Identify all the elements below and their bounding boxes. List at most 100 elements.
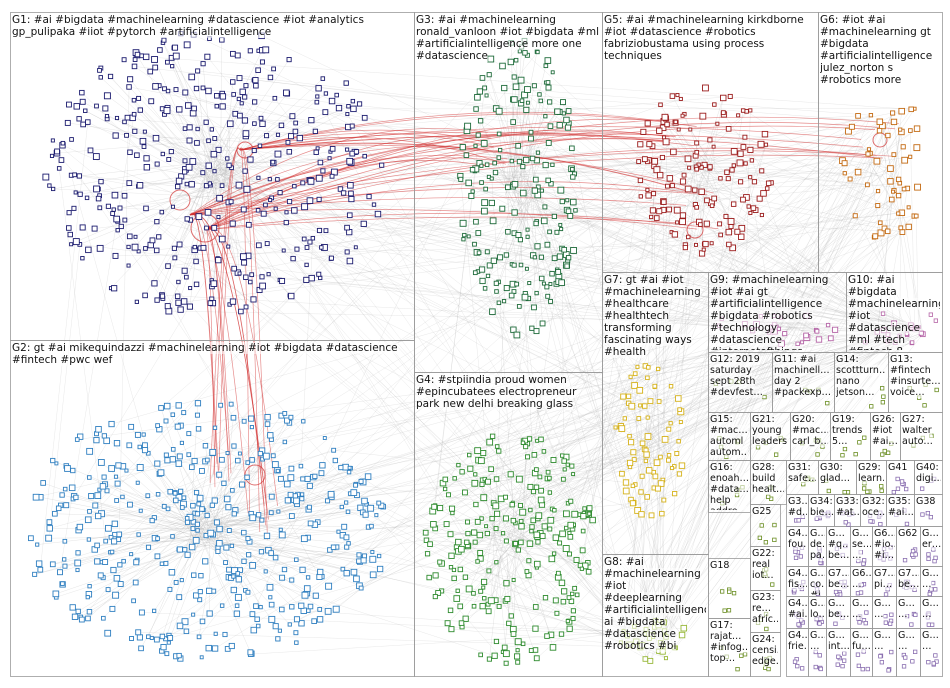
edge [561, 121, 894, 230]
node [172, 490, 178, 496]
edge [255, 155, 467, 607]
node [174, 423, 181, 430]
small-group-label-text: G… … [922, 630, 939, 652]
node [226, 566, 232, 573]
edge [167, 460, 586, 515]
node [181, 410, 187, 416]
node [216, 215, 221, 220]
edge [661, 328, 915, 484]
node [722, 608, 727, 613]
node [544, 633, 550, 639]
group-label-text: G4: #stpiindia proud women #epincubatees… [416, 374, 577, 410]
node [482, 596, 487, 601]
node [527, 281, 532, 286]
node [468, 192, 475, 199]
node [532, 255, 537, 260]
node [154, 553, 161, 560]
node [173, 87, 179, 93]
node [117, 581, 124, 587]
node [565, 255, 572, 261]
node [827, 335, 834, 342]
node [62, 486, 68, 492]
node [319, 245, 324, 250]
node [526, 540, 534, 547]
node [759, 523, 764, 528]
node [35, 560, 43, 567]
node [571, 510, 579, 518]
node [545, 177, 551, 184]
group-label-text: G15: #mac… automl autom… aisom… [710, 414, 748, 458]
node [567, 521, 575, 529]
edge [850, 174, 884, 180]
node [720, 589, 725, 594]
edge [197, 70, 564, 114]
node [909, 622, 914, 627]
group-label-g23: G23: re… afric… [752, 592, 778, 625]
edge [505, 532, 577, 561]
node [184, 519, 191, 525]
node [40, 480, 46, 486]
node [520, 440, 526, 445]
edge [510, 537, 556, 541]
small-group-label: G34: bie… [810, 496, 833, 518]
node [303, 276, 310, 283]
node [361, 497, 368, 505]
small-group-label: G… … [874, 598, 895, 620]
edge [138, 186, 664, 647]
node [446, 492, 451, 498]
edge [220, 170, 356, 248]
edge [500, 556, 536, 629]
node [126, 263, 131, 268]
node [194, 412, 200, 418]
node [798, 554, 803, 559]
edge [217, 453, 261, 541]
node [652, 383, 658, 389]
node [329, 173, 335, 179]
node [216, 525, 223, 533]
edge [521, 185, 673, 527]
node [559, 198, 565, 205]
node [678, 96, 683, 101]
edge [520, 368, 659, 543]
edge [208, 98, 275, 181]
node [514, 281, 519, 287]
edge [359, 181, 755, 562]
group-label-g13: G13: #fintech #insurte… voice… [890, 354, 940, 398]
small-group-label-text: G… … [874, 630, 891, 652]
node [519, 189, 527, 197]
node [865, 666, 870, 672]
node [904, 521, 910, 527]
node [292, 183, 297, 189]
node [884, 228, 891, 235]
node [306, 197, 314, 204]
node [896, 211, 901, 216]
node [64, 119, 71, 126]
node [931, 661, 936, 666]
node [131, 97, 137, 103]
node [547, 526, 553, 532]
node [885, 132, 891, 139]
node [759, 168, 765, 174]
small-group-label-text: G6… … [852, 568, 871, 590]
node [863, 621, 868, 626]
node [462, 489, 468, 496]
node [284, 417, 291, 424]
node [492, 169, 499, 176]
node [209, 448, 217, 456]
edge [192, 503, 633, 548]
node [243, 274, 249, 280]
node [738, 224, 746, 232]
small-group-label: G4… frie… [788, 630, 807, 652]
edge [644, 405, 661, 439]
edge [504, 109, 527, 196]
node [46, 525, 53, 532]
node [888, 196, 895, 203]
small-group-label-text: G4… fou… [788, 528, 807, 550]
node [484, 93, 489, 98]
edge [156, 221, 667, 659]
node [826, 488, 831, 494]
node [186, 431, 192, 437]
node [680, 113, 685, 118]
node [226, 244, 231, 249]
node [906, 205, 911, 210]
